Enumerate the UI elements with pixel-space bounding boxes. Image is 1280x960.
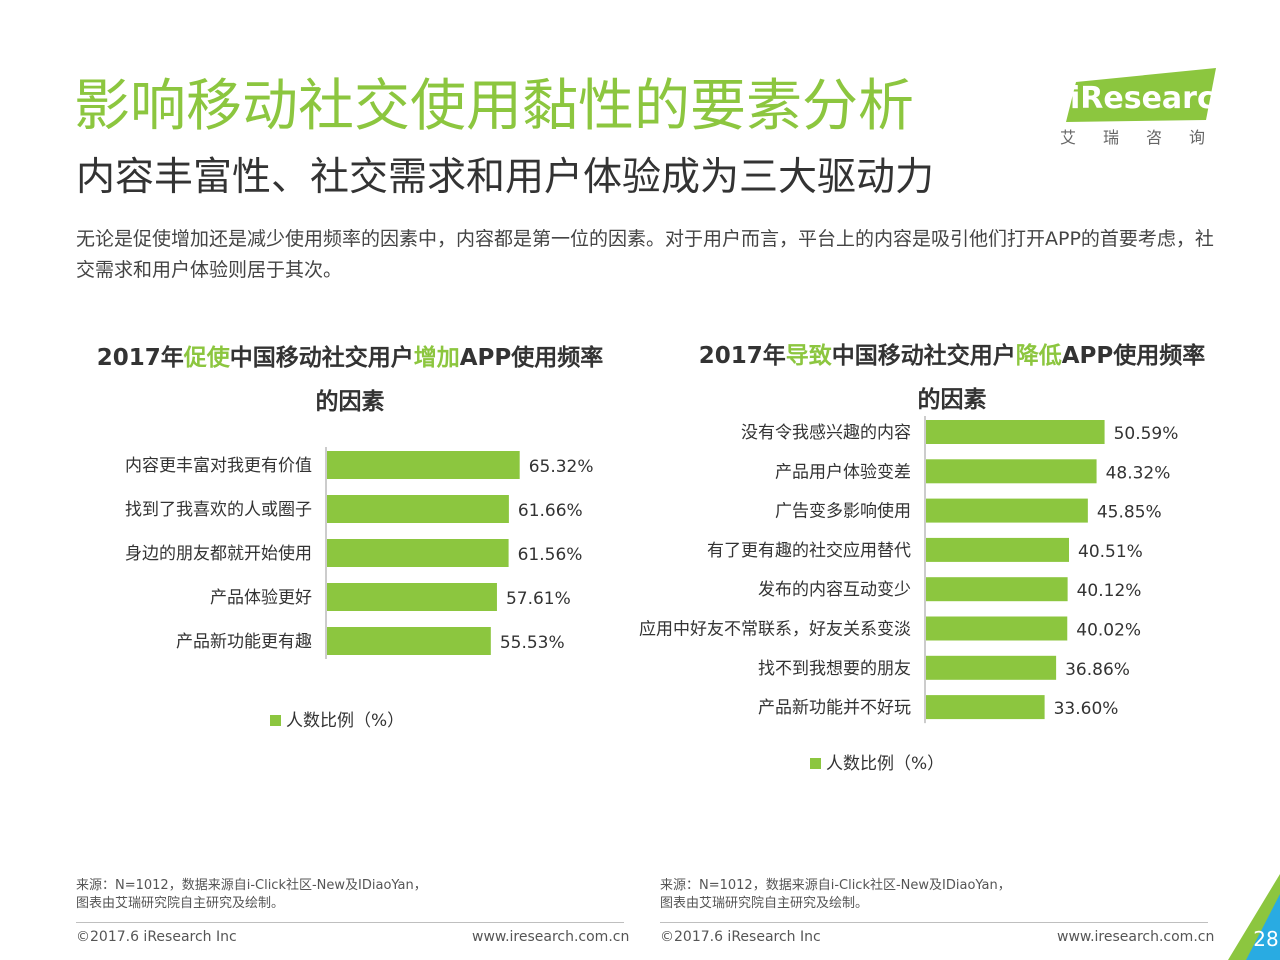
page-corner-blue [1246, 894, 1280, 960]
left-chart-data-label-4: 57.61% [506, 589, 571, 609]
right-chart-bar-7 [926, 655, 1057, 680]
right-chart-data-label-8: 33.60% [1054, 699, 1119, 719]
right-chart-category-label-7: 找不到我想要的朋友 [758, 659, 911, 679]
right-chart-bar-2 [926, 459, 1097, 484]
left-chart-bar-1 [327, 451, 520, 479]
left-chart-category-label-5: 产品新功能更有趣 [176, 632, 312, 652]
right-title-part-1: 2017年 [698, 343, 786, 369]
right-chart-category-label-6: 应用中好友不常联系，好友关系变淡 [639, 620, 911, 640]
right-title-part-3: APP使用频率 [1061, 343, 1206, 369]
logo-chinese-name: 艾瑞咨询 [1060, 128, 1233, 147]
logo-text: iResearch [1070, 81, 1222, 116]
right-website-link[interactable]: www.iresearch.com.cn [1057, 929, 1215, 945]
left-title-highlight-1: 促使 [183, 345, 230, 371]
right-chart-category-label-8: 产品新功能并不好玩 [758, 698, 911, 718]
right-title-line-2: 的因素 [917, 387, 987, 413]
iresearch-logo: iResearch [1066, 68, 1222, 122]
left-title-highlight-2: 增加 [413, 345, 460, 371]
right-chart-bar-4 [926, 537, 1070, 562]
left-chart-bar-5 [327, 627, 491, 655]
right-chart-category-label-3: 广告变多影响使用 [775, 501, 911, 522]
page-description: 无论是促使增加还是减少使用频率的因素中，内容都是第一位的因素。对于用户而言，平台… [76, 228, 1214, 281]
page-corner: 28 [1228, 874, 1280, 960]
left-chart-bar-3 [327, 539, 509, 567]
right-chart-legend-label: 人数比例（%） [826, 754, 944, 774]
right-title-highlight-2: 降低 [1015, 343, 1062, 369]
right-chart-data-label-7: 36.86% [1065, 660, 1130, 680]
right-chart-data-label-3: 45.85% [1097, 503, 1162, 523]
left-source-note: 来源：N=1012，数据来源自i-Click社区-New及IDiaoYan， 图… [76, 877, 427, 913]
left-chart-category-label-1: 内容更丰富对我更有价值 [125, 456, 312, 476]
left-title-line-2: 的因素 [315, 389, 385, 415]
right-chart-bar-3 [926, 498, 1088, 523]
left-source-line-1: 来源：N=1012，数据来源自i-Click社区-New及IDiaoYan， [76, 878, 427, 893]
right-source-line-2: 图表由艾瑞研究院自主研究及绘制。 [660, 896, 869, 911]
right-chart-title: 2017年导致中国移动社交用户降低APP使用频率 的因素 [672, 334, 1232, 422]
right-chart-data-label-2: 48.32% [1106, 463, 1171, 483]
right-chart-category-label-2: 产品用户体验变差 [775, 462, 911, 482]
left-title-part-2: 中国移动社交用户 [229, 345, 414, 371]
left-chart-category-label-2: 找到了我喜欢的人或圈子 [125, 500, 312, 520]
right-chart-data-label-5: 40.12% [1077, 581, 1142, 601]
left-chart-legend-label: 人数比例（%） [286, 711, 404, 731]
right-title-part-2: 中国移动社交用户 [831, 343, 1016, 369]
right-chart-bar-5 [926, 577, 1068, 602]
page-number: 28 [1253, 927, 1278, 951]
left-chart-data-label-2: 61.66% [518, 501, 583, 521]
right-title-highlight-1: 导致 [785, 343, 832, 369]
right-chart-category-label-5: 发布的内容互动变少 [758, 580, 911, 600]
right-chart-bar-6 [926, 616, 1068, 641]
left-chart-data-label-1: 65.32% [529, 457, 594, 477]
right-source-note: 来源：N=1012，数据来源自i-Click社区-New及IDiaoYan， 图… [660, 877, 1011, 913]
left-chart-bar-4 [327, 583, 497, 611]
left-copyright: ©2017.6 iResearch Inc [76, 929, 237, 945]
right-source-line-1: 来源：N=1012，数据来源自i-Click社区-New及IDiaoYan， [660, 878, 1011, 893]
left-bar-chart: 内容更丰富对我更有价值 65.32% 找到了我喜欢的人或圈子 61.66% 身边的朋友都… [125, 447, 594, 731]
right-chart-data-label-1: 50.59% [1114, 424, 1179, 444]
right-copyright: ©2017.6 iResearch Inc [660, 929, 821, 945]
left-title-part-1: 2017年 [96, 345, 184, 371]
left-chart-data-label-3: 61.56% [518, 545, 583, 565]
right-chart-category-label-1: 没有令我感兴趣的内容 [741, 423, 911, 443]
left-chart-category-label-4: 产品体验更好 [210, 588, 312, 608]
page-title: 影响移动社交使用黏性的要素分析 [74, 74, 914, 139]
right-chart-bar-1 [926, 420, 1105, 444]
left-chart-title: 2017年促使中国移动社交用户增加APP使用频率 的因素 [70, 336, 630, 424]
right-chart-data-label-6: 40.02% [1076, 621, 1141, 641]
left-footer-divider [76, 922, 624, 923]
left-website-link[interactable]: www.iresearch.com.cn [472, 929, 630, 945]
left-source-line-2: 图表由艾瑞研究院自主研究及绘制。 [76, 896, 285, 911]
right-chart-legend-swatch [810, 758, 821, 769]
left-chart-legend-swatch [270, 715, 281, 726]
right-chart-bar-8 [926, 695, 1045, 720]
left-title-part-3: APP使用频率 [459, 345, 604, 371]
left-chart-bar-2 [327, 495, 509, 523]
right-footer-divider [660, 922, 1208, 923]
right-bar-chart: 没有令我感兴趣的内容 50.59% 产品用户体验变差 48.32% 广告变多影响使用 45… [639, 416, 1179, 774]
left-chart-category-label-3: 身边的朋友都就开始使用 [125, 543, 312, 564]
right-chart-category-label-4: 有了更有趣的社交应用替代 [707, 541, 911, 561]
left-chart-data-label-5: 55.53% [500, 633, 565, 653]
page-subtitle: 内容丰富性、社交需求和用户体验成为三大驱动力 [76, 155, 935, 200]
right-chart-data-label-4: 40.51% [1078, 542, 1143, 562]
